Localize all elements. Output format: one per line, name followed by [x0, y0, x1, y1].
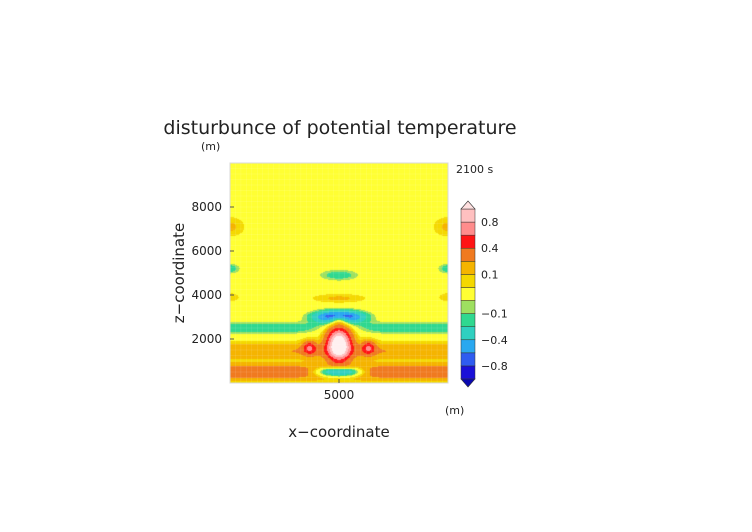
plot-grid — [230, 163, 448, 383]
colorbar-segment — [460, 274, 476, 288]
colorbar-segment — [460, 365, 476, 380]
y-tick-label: 4000 — [191, 288, 222, 302]
colorbar-segment — [460, 352, 476, 367]
colorbar-tick-label: −0.4 — [481, 334, 508, 347]
colorbar-segment — [460, 221, 476, 236]
colorbar-segment — [460, 247, 476, 262]
heatmap-field — [230, 163, 448, 383]
time-label: 2100 s — [456, 163, 493, 176]
colorbar: 0.8 0.4 0.1 −0.1 −0.4 −0.8 — [460, 200, 508, 388]
colorbar-tick-label: −0.8 — [481, 360, 508, 373]
colorbar-segment — [460, 261, 476, 275]
colorbar-bottom-extension — [460, 378, 476, 388]
colorbar-tick-label: 0.4 — [481, 242, 499, 255]
y-ticks: 2000 4000 6000 8000 — [191, 200, 234, 346]
colorbar-segment — [460, 313, 476, 327]
y-tick-label: 2000 — [191, 332, 222, 346]
colorbar-segment — [460, 300, 476, 314]
x-axis-label: x−coordinate — [288, 423, 389, 441]
colorbar-top-extension — [460, 200, 476, 210]
y-axis-label: z−coordinate — [170, 223, 188, 323]
colorbar-segment — [460, 326, 476, 341]
colorbar-segment — [460, 234, 476, 249]
colorbar-segment — [460, 287, 476, 301]
colorbar-segment — [460, 208, 476, 223]
x-tick-label: 5000 — [324, 388, 355, 402]
colorbar-segment — [460, 339, 476, 354]
y-tick-label: 8000 — [191, 200, 222, 214]
colorbar-tick-label: 0.1 — [481, 268, 499, 281]
x-ticks: 5000 — [324, 379, 355, 402]
chart-title: disturbunce of potential temperature — [163, 117, 516, 139]
colorbar-tick-label: −0.1 — [481, 308, 508, 321]
y-unit-label: (m) — [201, 140, 220, 153]
x-unit-label: (m) — [445, 404, 464, 417]
colorbar-tick-label: 0.8 — [481, 216, 499, 229]
y-tick-label: 6000 — [191, 244, 222, 258]
